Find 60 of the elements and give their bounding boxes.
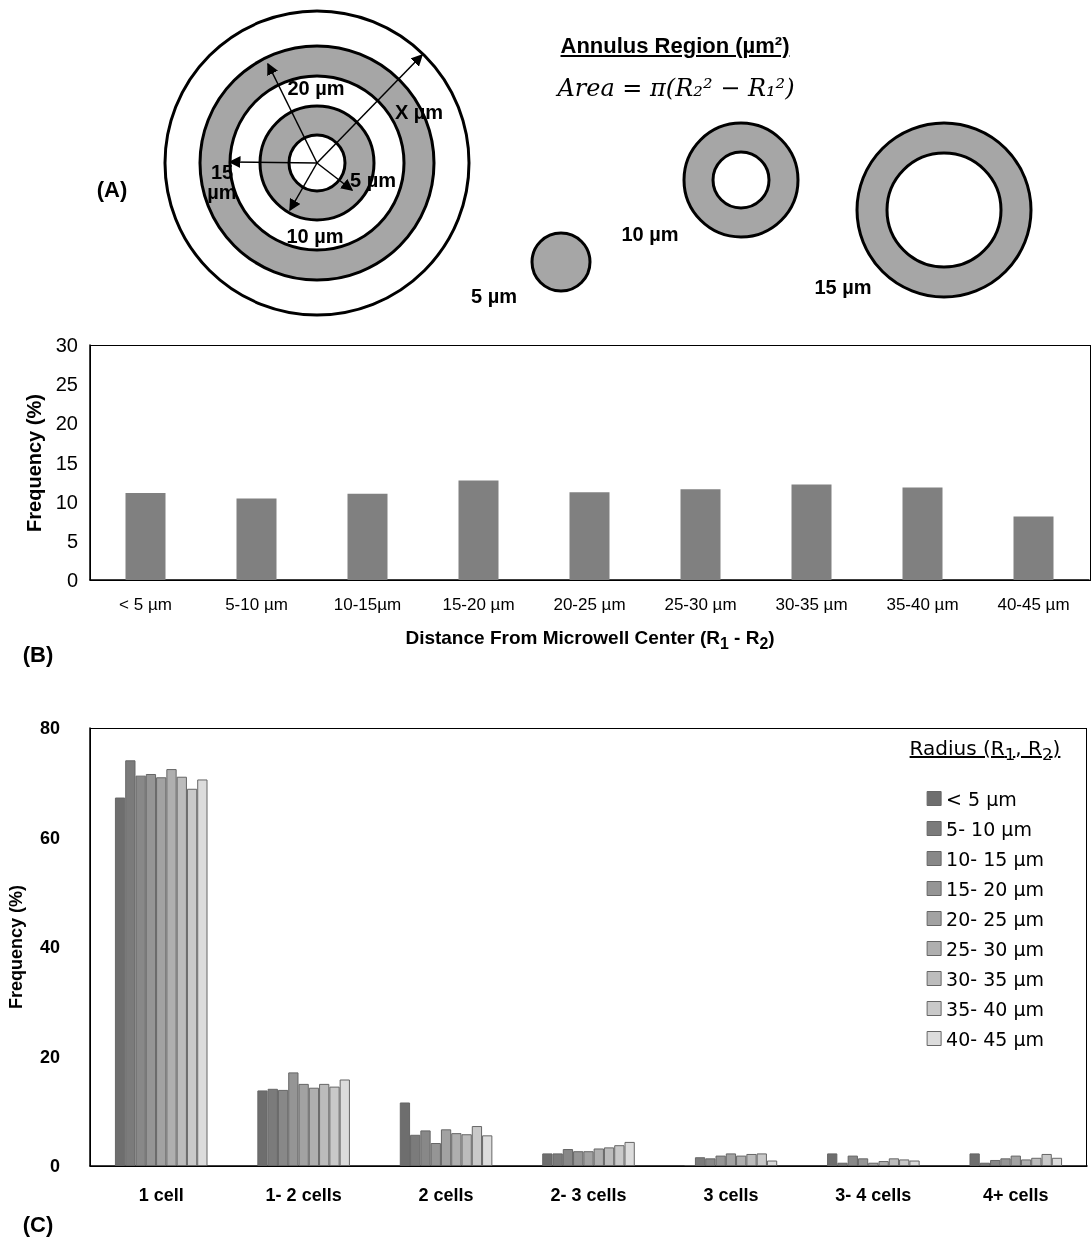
x-axis-title: Distance From Microwell Center (R$_{1}$ - R$_{2}$) <box>405 627 775 653</box>
x-tick-label: 40-45 µm <box>997 595 1070 614</box>
x-tick-label: 3 cells <box>703 1185 759 1205</box>
x-tick-label: 25-30 µm <box>664 595 737 614</box>
y-tick-label: 60 <box>39 827 60 848</box>
x-tick-label: 35-40 µm <box>886 595 959 614</box>
y-tick-label: 15 <box>55 451 78 474</box>
legend-label: 20- 25 µm <box>946 907 1045 930</box>
x-tick-label: 4+ cells <box>983 1185 1049 1205</box>
text: (B) <box>22 642 54 668</box>
legend-label: 25- 30 µm <box>946 937 1045 960</box>
text: 15 µm <box>814 275 872 299</box>
y-tick-label: 40 <box>39 937 60 957</box>
legend-label: 35- 40 µm <box>946 997 1045 1020</box>
text: (A) <box>96 177 128 203</box>
y-tick-label: 20 <box>55 412 78 435</box>
y-axis-title: Frequency (%) <box>22 394 46 532</box>
y-tick-label: 20 <box>39 1046 60 1067</box>
x-tick-label: 20-25 µm <box>553 595 626 614</box>
y-tick-label: 0 <box>49 1156 60 1176</box>
x-tick-label: 10-15µm <box>333 595 402 614</box>
legend-label: 15- 20 µm <box>946 877 1045 900</box>
y-axis-title: Frequency (%) <box>5 884 27 1010</box>
bar <box>791 484 832 580</box>
bar <box>569 492 610 580</box>
legend-title: Radius (R$_{1}$, R$_{2}$) <box>909 736 1061 764</box>
text: 10 µm <box>286 224 344 248</box>
text: (C) <box>22 1212 54 1238</box>
legend-label: 10- 15 µm <box>946 847 1045 870</box>
bar <box>1013 516 1054 580</box>
x-tick-label: 1 cell <box>138 1185 184 1205</box>
x-tick-label: 2- 3 cells <box>550 1185 627 1205</box>
y-tick-label: 25 <box>55 373 78 396</box>
x-tick-label: 1- 2 cells <box>265 1185 342 1205</box>
bar <box>347 493 388 580</box>
y-tick-label: 5 <box>66 529 78 552</box>
x-tick-label: 30-35 µm <box>775 595 848 614</box>
x-tick-label: < 5 µm <box>119 595 172 614</box>
bar <box>236 498 277 580</box>
x-tick-label: 5-10 µm <box>225 595 288 614</box>
y-tick-label: 10 <box>55 490 78 513</box>
y-tick-label: 80 <box>39 718 60 738</box>
legend-label: < 5 µm <box>946 787 1017 810</box>
text: Annulus Region (µm²) <box>560 33 790 59</box>
text: 5 µm <box>471 284 517 308</box>
bar <box>125 493 166 580</box>
x-tick-label: 3- 4 cells <box>835 1185 912 1205</box>
x-tick-label: 2 cells <box>418 1185 474 1205</box>
text: 10 µm <box>621 222 679 246</box>
bar <box>458 480 499 580</box>
x-tick-label: 15-20 µm <box>442 595 515 614</box>
text: 20 µm <box>287 76 345 100</box>
bar <box>902 487 943 580</box>
legend-label: 5- 10 µm <box>946 817 1032 840</box>
legend-label: 40- 45 µm <box>946 1027 1045 1050</box>
bar <box>680 489 721 580</box>
y-tick-label: 0 <box>66 569 78 591</box>
text: Area = π(R₂² − R₁²) <box>557 74 795 102</box>
y-tick-label: 30 <box>55 334 78 356</box>
legend-label: 30- 35 µm <box>946 967 1045 990</box>
